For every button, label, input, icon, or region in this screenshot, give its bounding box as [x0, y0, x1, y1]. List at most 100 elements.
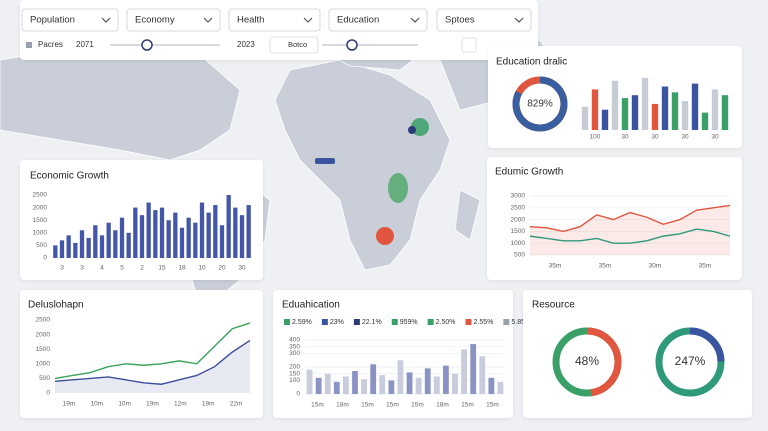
time-controls: Pacres 2071 2023 Botco: [26, 36, 477, 54]
bar: [415, 377, 422, 394]
x-tick-label: 3: [60, 265, 64, 272]
legend-label: 2.59%: [292, 319, 312, 326]
panel-card: [20, 290, 263, 418]
panel-title: Education dralic: [496, 57, 567, 68]
x-tick-label: 12m: [174, 401, 187, 408]
y-tick-label: 400: [289, 337, 300, 344]
y-tick-label: 1000: [511, 240, 526, 247]
legend-label: 2.50%: [436, 319, 456, 326]
bar: [53, 245, 58, 258]
y-tick-label: 500: [39, 375, 50, 382]
y-tick-label: 2500: [511, 205, 526, 212]
x-tick-label: 15m: [386, 402, 399, 409]
panel-title: Eduahication: [282, 300, 340, 311]
x-tick-label: 19m: [202, 401, 215, 408]
dropdown[interactable]: [228, 8, 321, 32]
bar: [461, 349, 467, 394]
y-tick-label: 500: [36, 242, 47, 249]
bar: [219, 225, 225, 258]
dropdown[interactable]: [328, 8, 428, 32]
x-tick-label: 100: [590, 134, 601, 141]
panel: Deluslohapn 0 500 1000 1500 2000 2500 19m 10m 10m…: [20, 290, 263, 418]
bar: [370, 364, 377, 394]
button-label: Botco: [288, 40, 307, 49]
bar: [671, 92, 679, 130]
legend-swatch: [503, 319, 510, 325]
bar: [641, 77, 649, 130]
y-tick-label: 0: [46, 390, 50, 397]
slider-knob[interactable]: [141, 39, 153, 51]
bar: [721, 95, 729, 130]
y-tick-label: 2500: [33, 192, 48, 199]
y-tick-label: 2000: [33, 204, 48, 211]
bar: [79, 230, 85, 258]
bar: [452, 373, 458, 394]
bar: [488, 377, 495, 394]
bar: [226, 195, 231, 258]
bar: [113, 230, 118, 258]
dropdown[interactable]: [21, 8, 119, 32]
panel-title: Resource: [532, 300, 575, 311]
x-tick-label: 30: [238, 265, 246, 272]
x-tick-label: 18m: [336, 402, 349, 409]
icon-button[interactable]: [461, 37, 477, 53]
legend-label: 959%: [400, 319, 418, 326]
bar: [193, 222, 198, 258]
area: [530, 205, 730, 255]
bar: [166, 220, 171, 258]
x-tick-label: 15m: [361, 402, 374, 409]
x-tick-label: 10m: [118, 401, 131, 408]
bar: [343, 376, 349, 394]
bar: [324, 373, 331, 394]
donut-arc: [689, 327, 725, 362]
panel: Eduahication 2.59% 23% 22.1% 959% 2.50% 2.55% 5…: [273, 290, 531, 418]
bar: [397, 360, 404, 394]
y-tick-label: 2000: [36, 331, 51, 338]
line: [529, 204, 731, 233]
y-tick-label: 3000: [511, 193, 526, 200]
bar: [86, 237, 91, 258]
legend-swatch: [427, 319, 434, 325]
x-tick-label: 22m: [230, 401, 243, 408]
panel-title: Deluslohapn: [28, 300, 84, 311]
legend-label: 2.55%: [474, 319, 494, 326]
button[interactable]: [269, 36, 319, 54]
x-tick-label: 15m: [411, 402, 424, 409]
bar: [388, 380, 395, 394]
donut-label: 247%: [675, 354, 706, 368]
bar: [306, 369, 313, 394]
slider-knob[interactable]: [346, 39, 358, 51]
chevron: [514, 17, 524, 23]
x-tick-label: 30m: [649, 263, 662, 270]
bar: [601, 109, 609, 130]
bar: [479, 356, 486, 394]
x-tick-label: 2: [140, 265, 144, 272]
dropdown[interactable]: [436, 8, 532, 32]
y-tick-label: 350: [289, 343, 300, 350]
end-year: 2023: [237, 40, 255, 49]
dropdown[interactable]: [126, 8, 221, 32]
bar: [73, 242, 78, 258]
bar: [206, 212, 211, 258]
y-tick-label: 1500: [33, 217, 48, 224]
x-tick-label: 5: [120, 265, 124, 272]
donut-arc: [586, 327, 622, 397]
line: [529, 228, 731, 244]
filter-group: Population Economy Health Education Sptoes: [21, 8, 532, 32]
bar: [681, 101, 689, 130]
area: [55, 340, 250, 393]
bar: [199, 202, 205, 258]
bar: [581, 106, 589, 130]
y-tick-label: 2000: [511, 216, 526, 223]
panel-title: Edumic Growth: [495, 167, 563, 178]
legend-swatch: [284, 319, 290, 325]
chevron: [410, 17, 420, 23]
bar: [470, 344, 477, 394]
bar: [186, 217, 191, 258]
y-tick-label: 0: [43, 255, 47, 262]
x-tick-label: 15m: [461, 402, 474, 409]
bar: [106, 222, 111, 258]
bar: [497, 381, 504, 394]
bar: [651, 103, 659, 130]
